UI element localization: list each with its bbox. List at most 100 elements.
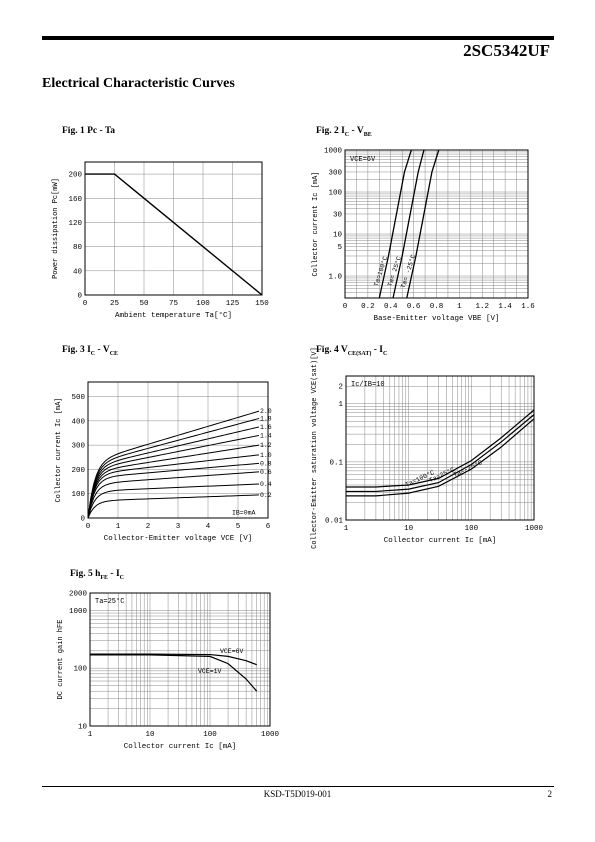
y-tick-label: 30 <box>333 211 343 219</box>
y-tick-label: 400 <box>71 418 85 426</box>
y-tick-label: 300 <box>71 443 85 451</box>
series-label: 1.0 <box>260 452 272 459</box>
x-tick-label: 50 <box>139 300 149 308</box>
condition-label: Ic/IB=10 <box>351 381 385 389</box>
series-label: 1.8 <box>260 415 272 422</box>
y-axis-label: Collector-Emitter saturation voltage VCE… <box>311 347 319 549</box>
condition-label: VCE=6V <box>350 156 376 164</box>
fig2-caption: Fig. 2 IC - VBE <box>316 126 372 138</box>
series-line <box>87 483 260 519</box>
x-tick-label: 1.6 <box>521 303 535 311</box>
x-tick-label: 75 <box>169 300 179 308</box>
footer-rule <box>42 786 554 787</box>
x-axis-label: Collector current Ic [mA] <box>384 537 497 545</box>
x-tick-label: 10 <box>404 525 414 533</box>
y-tick-label: 0.01 <box>325 518 344 526</box>
x-tick-label: 1 <box>116 523 121 531</box>
plot-frame <box>344 149 529 299</box>
y-tick-label: 2000 <box>69 591 88 599</box>
chart-ic-vce: 0 1 2 3 4 5 6 0 100 200 300 400 500 Collector-Emitter… <box>55 381 272 543</box>
series-line <box>87 471 260 519</box>
x-tick-label: 1.2 <box>475 303 489 311</box>
x-tick-label: 1000 <box>525 525 544 533</box>
x-tick-label: 0.8 <box>430 303 444 311</box>
series-label: 1.6 <box>260 424 272 431</box>
series-line <box>406 149 440 299</box>
chart-pc-ta: 0 25 50 75 100 125 150 0 40 80 120 160 200 Ambient te… <box>52 161 269 320</box>
document-id: KSD-T5D019-001 <box>263 789 332 799</box>
x-tick-label: 1 <box>457 303 462 311</box>
y-tick-label: 160 <box>68 196 82 204</box>
series-line <box>87 462 260 519</box>
series-label: 0.6 <box>260 469 272 476</box>
section-title: Electrical Characteristic Curves <box>42 76 235 91</box>
series-line <box>90 654 258 692</box>
y-tick-label: 300 <box>328 169 342 177</box>
y-tick-label: 10 <box>78 724 88 732</box>
x-axis-label: Collector current Ic [mA] <box>124 743 237 751</box>
y-tick-label: 0 <box>77 293 82 301</box>
y-axis-label: Power dissipation Pc[mW] <box>52 178 60 279</box>
plot-frame <box>87 381 269 519</box>
x-tick-label: 125 <box>226 300 240 308</box>
y-tick-label: 0 <box>80 516 85 524</box>
series-line <box>87 444 260 519</box>
page-number: 2 <box>547 789 553 799</box>
x-tick-label: 1.4 <box>498 303 512 311</box>
y-tick-label: 120 <box>68 220 82 228</box>
y-tick-label: 0.1 <box>329 459 343 467</box>
x-tick-label: 0 <box>83 300 88 308</box>
x-tick-label: 4 <box>206 523 211 531</box>
series-line <box>87 494 260 519</box>
x-tick-label: 0 <box>86 523 91 531</box>
x-axis-label: Collector-Emitter voltage VCE [V] <box>104 535 253 543</box>
plot-frame <box>89 592 271 727</box>
x-tick-label: 0 <box>343 303 348 311</box>
y-tick-label: 200 <box>68 172 82 180</box>
y-tick-label: 1.0 <box>328 274 342 282</box>
x-tick-label: 1000 <box>261 731 280 739</box>
series-line <box>87 417 260 519</box>
y-tick-label: 1000 <box>324 148 343 156</box>
x-tick-label: 100 <box>203 731 217 739</box>
x-axis-label: Ambient temperature Ta[°C] <box>115 311 232 320</box>
series-line <box>87 454 260 519</box>
y-axis-label: Collector current Ic [mA] <box>55 397 63 502</box>
x-tick-label: 150 <box>255 300 269 308</box>
series-line <box>346 409 535 488</box>
chart-ic-vbe: 0 0.2 0.4 0.6 0.8 1 1.2 1.4 1.6 1.0 5 10 30 100 300 100… <box>312 148 535 324</box>
series-line <box>87 434 260 519</box>
y-tick-label: 100 <box>71 491 85 499</box>
x-tick-label: 1 <box>88 731 93 739</box>
x-tick-label: 0.2 <box>361 303 375 311</box>
x-tick-label: 2 <box>146 523 151 531</box>
series-label: 0.2 <box>260 492 272 499</box>
x-tick-label: 0.4 <box>384 303 398 311</box>
x-axis-label: Base-Emitter voltage VBE [V] <box>373 315 499 323</box>
y-tick-label: 10 <box>333 232 343 240</box>
part-number: 2SC5342UF <box>463 41 550 60</box>
fig5-caption: Fig. 5 hFE - IC <box>70 569 124 581</box>
series-line <box>90 653 257 666</box>
fig4-caption: Fig. 4 VCE(SAT) - IC <box>316 345 388 357</box>
series-line <box>87 426 260 519</box>
series-label: 0.8 <box>260 460 272 467</box>
series-label: 0.4 <box>260 481 272 488</box>
y-tick-label: 5 <box>337 244 342 252</box>
x-tick-label: 5 <box>236 523 241 531</box>
x-tick-label: 100 <box>465 525 479 533</box>
x-tick-label: 10 <box>145 731 155 739</box>
series-label: VCE=6V <box>220 648 244 655</box>
series-label: VCE=1V <box>198 668 222 675</box>
series-label: 1.4 <box>260 432 272 439</box>
series-line <box>85 173 263 296</box>
fig1-caption: Fig. 1 Pc - Ta <box>62 126 116 136</box>
y-tick-label: 1000 <box>69 608 88 616</box>
y-tick-label: 500 <box>71 394 85 402</box>
series-line <box>87 410 260 519</box>
series-label: 2.0 <box>260 408 272 415</box>
y-tick-label: 100 <box>328 190 342 198</box>
y-tick-label: 2 <box>338 384 343 392</box>
series-label: 1.2 <box>260 442 272 449</box>
